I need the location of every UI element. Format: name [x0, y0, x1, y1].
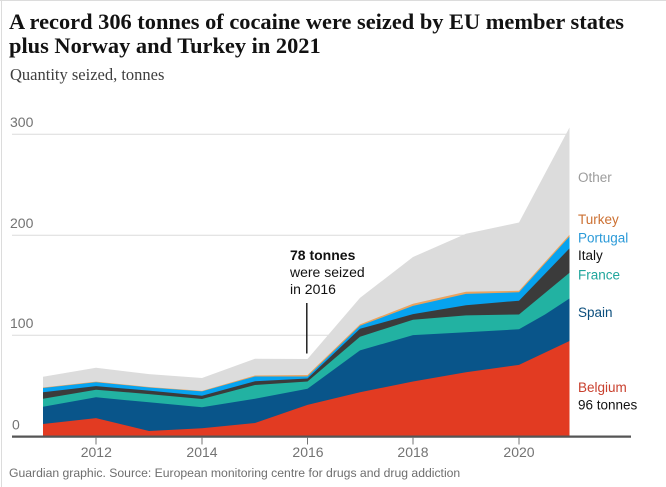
svg-text:78 tonnes: 78 tonnes — [290, 247, 356, 263]
svg-text:2020: 2020 — [503, 444, 534, 460]
svg-text:2016: 2016 — [292, 444, 323, 460]
svg-text:were seized: were seized — [289, 264, 365, 280]
svg-text:Turkey: Turkey — [578, 212, 619, 227]
svg-text:100: 100 — [10, 315, 34, 331]
svg-text:2018: 2018 — [397, 444, 428, 460]
svg-text:France: France — [578, 268, 620, 283]
svg-text:2014: 2014 — [186, 444, 217, 460]
svg-text:Other: Other — [578, 170, 612, 185]
svg-text:200: 200 — [10, 215, 34, 231]
svg-text:96 tonnes: 96 tonnes — [578, 398, 638, 413]
svg-text:Portugal: Portugal — [578, 231, 628, 246]
svg-text:Belgium: Belgium — [578, 380, 627, 395]
svg-text:Spain: Spain — [578, 305, 613, 320]
svg-text:0: 0 — [12, 417, 20, 433]
svg-text:in 2016: in 2016 — [290, 281, 336, 297]
svg-text:Italy: Italy — [578, 248, 603, 263]
svg-text:300: 300 — [10, 114, 34, 130]
svg-text:2012: 2012 — [81, 444, 112, 460]
